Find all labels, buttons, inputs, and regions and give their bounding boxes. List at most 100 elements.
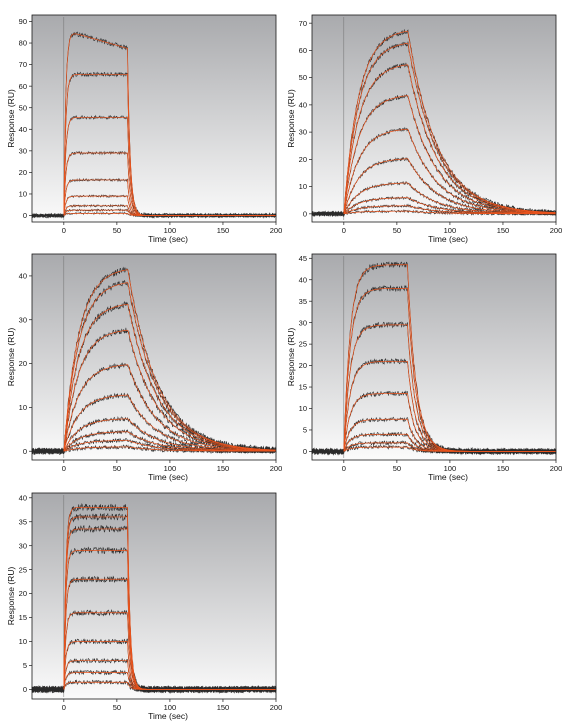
- plot-frame: [311, 253, 557, 461]
- x-tick-label: 0: [342, 226, 346, 235]
- y-axis-title: Response (RU): [6, 89, 16, 148]
- fit-curve-4: [63, 329, 277, 452]
- plot-area: [32, 254, 276, 460]
- plot-frame: [311, 14, 557, 223]
- y-tick-label: 30: [299, 318, 307, 327]
- y-axis-title: Response (RU): [286, 89, 296, 148]
- x-tick-label: 150: [217, 464, 230, 473]
- y-tick-label: 40: [19, 125, 27, 134]
- x-tick-label: 200: [270, 703, 283, 712]
- x-tick-label: 0: [62, 703, 66, 712]
- x-tick-label: 100: [444, 226, 457, 235]
- y-tick-label: 10: [19, 190, 27, 199]
- x-tick-label: 200: [550, 464, 563, 473]
- y-tick-label: 20: [19, 168, 27, 177]
- x-tick-label: 0: [342, 464, 346, 473]
- y-tick-label: 25: [19, 565, 27, 574]
- y-tick-label: 5: [303, 426, 307, 435]
- fits: [63, 33, 276, 216]
- y-tick-label: 10: [299, 404, 307, 413]
- x-tick-label: 150: [217, 226, 230, 235]
- panel-d: 0 50 100 150 200 0 5 10 15 20 25 30 35 40 45 Time (sec)…: [286, 253, 563, 482]
- x-tick-label: 50: [113, 703, 121, 712]
- y-tick-label: 5: [23, 661, 27, 670]
- plot-frame: [31, 14, 277, 223]
- y-tick-label: 40: [299, 100, 307, 109]
- y-tick-label: 50: [299, 73, 307, 82]
- y-tick-label: 45: [299, 254, 307, 263]
- x-axis-title: Time (sec): [428, 234, 468, 244]
- y-tick-label: 0: [23, 211, 27, 220]
- fits: [343, 30, 557, 215]
- fit-curve-6: [63, 394, 277, 452]
- y-tick-label: 50: [19, 103, 27, 112]
- fit-curve-9: [63, 213, 276, 216]
- panel-c: 0 50 100 150 200 0 10 20 30 40 Time (sec) Response …: [6, 253, 283, 482]
- y-tick-label: 0: [23, 685, 27, 694]
- x-tick-label: 150: [497, 226, 510, 235]
- y-tick-label: 30: [299, 128, 307, 137]
- fit-curve-9: [343, 446, 556, 452]
- x-tick-label: 100: [164, 464, 177, 473]
- x-tick-label: 200: [270, 226, 283, 235]
- plot-area: [32, 493, 276, 699]
- x-axis-title: Time (sec): [148, 234, 188, 244]
- x-tick-label: 200: [270, 464, 283, 473]
- y-tick-label: 90: [19, 17, 27, 26]
- y-tick-label: 0: [303, 209, 307, 218]
- y-tick-label: 0: [303, 447, 307, 456]
- x-axis-title: Time (sec): [428, 472, 468, 482]
- y-tick-label: 35: [19, 517, 27, 526]
- y-axis-title: Response (RU): [286, 328, 296, 387]
- fit-curve-3: [343, 64, 557, 214]
- y-tick-label: 30: [19, 315, 27, 324]
- fit-curve-2: [63, 282, 277, 452]
- y-tick-label: 20: [19, 589, 27, 598]
- y-tick-label: 25: [299, 340, 307, 349]
- x-axis-title: Time (sec): [148, 711, 188, 721]
- x-tick-label: 150: [497, 464, 510, 473]
- x-tick-label: 100: [164, 226, 177, 235]
- x-tick-label: 200: [550, 226, 563, 235]
- y-tick-label: 40: [299, 275, 307, 284]
- x-tick-label: 0: [62, 464, 66, 473]
- x-tick-label: 0: [62, 226, 66, 235]
- sensorgram-trace-1: [31, 31, 277, 219]
- x-tick-label: 50: [113, 464, 121, 473]
- y-tick-label: 20: [19, 359, 27, 368]
- panel-e: 0 50 100 150 200 0 5 10 15 20 25 30 35 40 Time (sec) Re…: [6, 492, 283, 721]
- fit-curve-5: [63, 364, 277, 452]
- y-tick-label: 20: [299, 155, 307, 164]
- y-axis-title: Response (RU): [6, 567, 16, 626]
- y-tick-label: 70: [299, 19, 307, 28]
- fit-curve-6: [343, 158, 556, 214]
- sensorgram-trace-10: [31, 679, 277, 693]
- y-tick-label: 35: [299, 297, 307, 306]
- x-tick-label: 100: [444, 464, 457, 473]
- fits: [63, 269, 277, 452]
- x-tick-label: 50: [393, 464, 401, 473]
- y-tick-label: 40: [19, 493, 27, 502]
- fits: [63, 507, 276, 690]
- y-axis-title: Response (RU): [6, 328, 16, 387]
- x-tick-label: 100: [164, 703, 177, 712]
- y-tick-label: 80: [19, 39, 27, 48]
- y-tick-label: 15: [19, 613, 27, 622]
- fit-curve-2: [343, 42, 557, 214]
- sensorgram-trace-7: [31, 638, 277, 693]
- x-tick-label: 50: [113, 226, 121, 235]
- plot-frame: [31, 253, 277, 461]
- y-tick-label: 30: [19, 541, 27, 550]
- y-tick-label: 10: [19, 637, 27, 646]
- plot-frame: [31, 492, 277, 700]
- fit-curve-3: [63, 303, 277, 452]
- y-tick-label: 60: [299, 46, 307, 55]
- x-axis-title: Time (sec): [148, 472, 188, 482]
- y-tick-label: 10: [299, 182, 307, 191]
- plot-area: [312, 15, 556, 222]
- fit-curve-10: [343, 210, 556, 215]
- y-tick-label: 20: [299, 361, 307, 370]
- y-tick-label: 40: [19, 272, 27, 281]
